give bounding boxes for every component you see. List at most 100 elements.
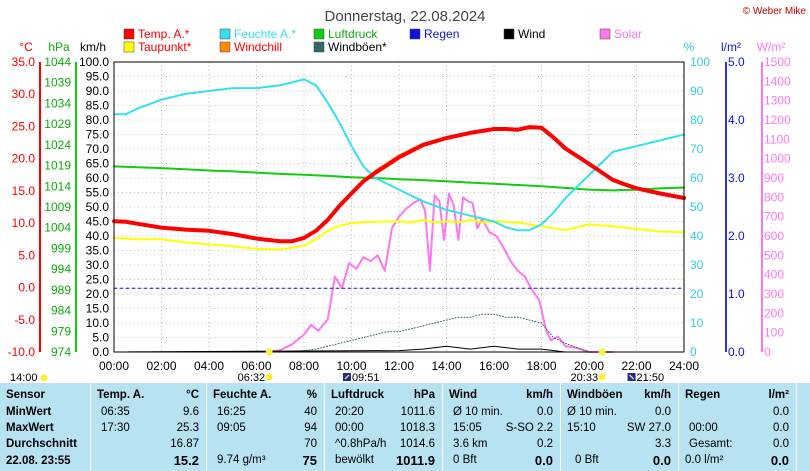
stats-hum-title: Feuchte A. — [213, 389, 272, 401]
rain-tick-label: 5.0 — [728, 55, 745, 69]
rain-tick-label: 1.0 — [728, 287, 745, 301]
rain-tick-label: 0.0 — [728, 345, 745, 359]
temp-tick-label: 35.0 — [12, 55, 36, 69]
solar-tick-label: 900 — [764, 171, 784, 185]
stats-col-sensor: Sensor MinWert MaxWert Durchschnitt 22.0… — [0, 383, 90, 471]
pressure-tick-label: 1019 — [44, 159, 71, 173]
stats-hum-min: 40 — [304, 406, 317, 418]
legend-label: Wind — [518, 27, 545, 41]
wind-tick-label: 70.0 — [86, 142, 110, 156]
stats-temp-max: 25.3 — [176, 422, 199, 434]
stats-rain-total: 0.0 — [773, 438, 789, 450]
sunset-marker-icon — [598, 373, 606, 381]
humidity-tick-label: 90 — [690, 84, 704, 98]
series-luftdruck — [113, 165, 685, 192]
stats-press-min: 1011.6 — [400, 406, 435, 418]
stats-wind-max-time: 15:05 — [453, 422, 482, 434]
stats-rain-max-time: 00:00 — [689, 422, 718, 434]
wind-tick-label: 40.0 — [86, 229, 110, 243]
wind-tick-label: 65.0 — [86, 157, 110, 171]
legend-swatch — [219, 28, 231, 40]
solar-tick-label: 100 — [764, 326, 784, 340]
stats-wind-avg10: 0.0 — [537, 406, 553, 418]
x-tick-label: 10:00 — [336, 359, 366, 373]
stats-press-max-time: 00:00 — [335, 422, 364, 434]
x-tick-label: 24:00 — [669, 359, 699, 373]
stats-temp-avg: 16.87 — [170, 438, 199, 450]
wind-axis-unit: km/h — [80, 40, 106, 54]
legend-label: Windchill — [234, 40, 282, 54]
wind-tick-label: 15.0 — [86, 302, 110, 316]
humidity-tick-label: 100 — [690, 55, 710, 69]
pressure-tick-label: 1014 — [44, 179, 71, 193]
stats-sensor-title: Sensor — [6, 389, 45, 401]
plot-frame — [113, 61, 685, 353]
legend-label: Regen — [424, 27, 459, 41]
x-tick-label: 08:00 — [289, 359, 319, 373]
solar-tick-label: 1100 — [764, 132, 790, 146]
x-tick-label: 18:00 — [526, 359, 556, 373]
stats-rain-current: 0.0 — [770, 453, 789, 468]
stats-gust-current: 0.0 — [652, 453, 671, 468]
x-tick-label: 00:00 — [99, 359, 129, 373]
wind-tick-label: 95.0 — [86, 70, 110, 84]
stats-press-current: 1011.9 — [395, 453, 435, 468]
moonrise-glyph — [344, 374, 350, 380]
solar-tick-label: 500 — [764, 248, 784, 262]
stats-press-title: Luftdruck — [331, 389, 385, 401]
pressure-tick-label: 1009 — [44, 200, 71, 214]
wind-tick-label: 20.0 — [86, 287, 110, 301]
stats-col-overflow — [796, 383, 810, 471]
x-tick-label: 02:00 — [146, 359, 176, 373]
pressure-tick-label: 1039 — [44, 76, 71, 90]
plot-grid — [114, 62, 684, 352]
humidity-axis-unit: % — [684, 40, 695, 54]
sun-icon — [40, 374, 48, 382]
solar-tick-label: 1400 — [764, 74, 791, 88]
x-tick-label: 04:00 — [194, 359, 224, 373]
rain-axis-unit: l/m² — [721, 40, 741, 54]
series-taupunkt — [113, 218, 685, 251]
humidity-tick-label: 10 — [690, 316, 704, 330]
stats-durchschnitt-label: Durchschnitt — [6, 438, 77, 450]
legend-label: Taupunkt* — [138, 40, 192, 54]
stats-col-rain: Regen l/m² 0.0 00:00 0.0 Gesamt: 0.0 0.0 l/… — [678, 383, 797, 471]
stats-maxwert-label: MaxWert — [6, 422, 54, 434]
stats-gust-title: Windböen — [567, 389, 623, 401]
series-layer — [112, 78, 686, 353]
stats-col-temp: Temp. A. °C 06:35 9.6 17:30 25.3 16.87 15.2 — [90, 383, 207, 471]
series-solar — [267, 192, 614, 353]
stats-timestamp: 22.08. 23:55 — [6, 455, 71, 467]
sunrise-icon — [265, 348, 273, 356]
wind-tick-label: 50.0 — [86, 200, 110, 214]
solar-tick-label: 1300 — [764, 94, 791, 108]
moonset-glyph — [629, 374, 635, 380]
sunrise-time: 06:32 — [238, 372, 266, 383]
stats-wind-unit: km/h — [526, 389, 553, 401]
stats-gust-bft: 0 Bft — [575, 454, 599, 466]
solar-tick-label: 400 — [764, 268, 784, 282]
moonrise-time: 09:51 — [352, 372, 380, 383]
pressure-tick-label: 984 — [51, 304, 71, 318]
stats-gust-day-avg: 3.3 — [655, 438, 671, 450]
pressure-tick-label: 1024 — [44, 138, 71, 152]
rain-tick-label: 3.0 — [728, 171, 745, 185]
legend-swatch — [599, 28, 611, 40]
series-windb-en — [113, 313, 685, 353]
temp-tick-label: 5.0 — [18, 248, 35, 262]
wind-tick-label: 90.0 — [86, 84, 110, 98]
stats-col-gust: Windböen km/h Ø 10 min. 0.0 15:10 SW 27.0 3… — [560, 383, 679, 471]
stats-rain-unit: l/m² — [768, 389, 789, 401]
pressure-tick-label: 979 — [51, 324, 71, 338]
stats-wind-title: Wind — [449, 389, 477, 401]
wind-tick-label: 10.0 — [86, 316, 110, 330]
stats-press-trend: ^0.8hPa/h — [335, 438, 387, 450]
timeline-left-label: 14:00 — [10, 372, 38, 383]
solar-tick-label: 300 — [764, 287, 784, 301]
x-tick-label: 06:00 — [241, 359, 271, 373]
series-temp-a — [112, 125, 686, 244]
pressure-tick-label: 974 — [51, 345, 71, 359]
stats-press-min-time: 20:20 — [335, 406, 364, 418]
stats-gust-max: SW 27.0 — [626, 422, 671, 434]
